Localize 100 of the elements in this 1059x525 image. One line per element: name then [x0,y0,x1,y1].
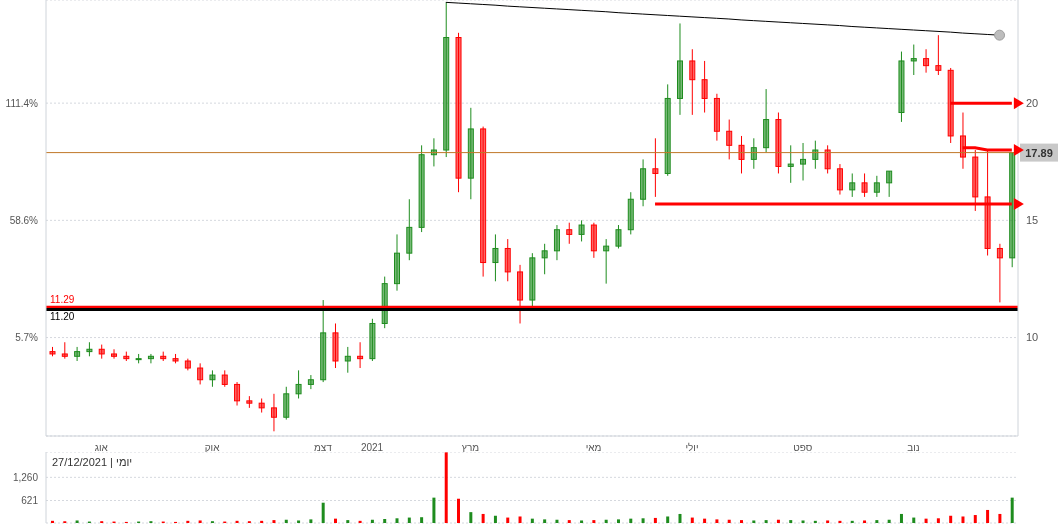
x-tick-label: 2021 [360,442,384,454]
bar [346,520,350,523]
candlestick [726,119,733,160]
bar [604,519,608,523]
bar [272,520,276,523]
x-tick-label: מרץ [461,442,480,454]
bar [506,517,510,523]
candlestick [775,112,782,174]
bar [875,520,879,523]
candlestick [1009,152,1016,268]
candlestick [394,233,401,292]
bar [998,513,1002,523]
bar [899,513,903,523]
candlestick [504,238,511,282]
bar [284,519,288,523]
candlestick [406,198,413,261]
annotation: 27/12/2021 | יומי [52,456,133,468]
bar [543,519,547,523]
candlestick [578,219,585,242]
bar [321,502,325,523]
y-tick-label: 20 [1026,97,1039,110]
candlestick [49,346,56,357]
bar [924,518,928,523]
y-tick-label: 10 [1026,331,1039,344]
candlestick [763,88,770,153]
bar [530,518,534,523]
bar [703,518,707,523]
candlestick [184,358,191,371]
candlestick [344,346,351,374]
candlestick [320,299,327,383]
candlestick [824,144,831,174]
candlestick [480,126,487,278]
ref-line-label: 11.20 [50,311,75,323]
candlestick [923,48,930,74]
bar [383,519,387,523]
bar [887,519,891,523]
x-tick-label: אוק [204,442,221,454]
x-tick-label: מאי [585,442,602,454]
candlestick [492,233,499,282]
candlestick [886,170,893,198]
candlestick [787,144,794,184]
candlestick [418,144,425,233]
candlestick [209,369,216,388]
bar [420,517,424,523]
candlestick [270,393,277,432]
bar [752,520,756,523]
bar [801,520,805,523]
candlestick [910,44,917,76]
candlestick [135,353,142,364]
candlestick [467,107,474,200]
candlestick [603,238,610,285]
bar [936,518,940,523]
candlestick [430,137,437,167]
bar [555,519,559,523]
bar [690,517,694,523]
candlestick [443,1,450,158]
bar [973,515,977,523]
y-tick-label: 15 [1026,214,1039,227]
bar [715,519,719,523]
candlestick [935,34,942,76]
bar [580,520,584,523]
candlestick [873,175,880,198]
candlestick [652,137,659,198]
candlestick [676,22,683,116]
candlestick [283,386,290,421]
y2-tick-label: 111.4% [5,97,39,109]
candlestick [98,344,105,360]
candlestick [738,135,745,174]
x-tick-label: דצמ [313,442,333,454]
candlestick [86,341,93,357]
candlestick [689,48,696,116]
bar [727,519,731,523]
bar [444,452,448,523]
bar [616,519,620,523]
bar [776,519,780,523]
candlestick [529,252,536,308]
bar [432,497,436,523]
bar [629,518,633,523]
x-tick-label: ספט [793,442,813,454]
x-tick-label: יולי [685,442,699,454]
candlestick [332,322,339,369]
candlestick [369,318,376,362]
candlestick [849,172,856,198]
candlestick [713,93,720,142]
candlestick [111,348,118,360]
bar [949,515,953,523]
candlestick [836,163,843,196]
candlestick [615,224,622,249]
bar [518,516,522,523]
x-tick-label: אוג [94,442,109,454]
candlestick [197,362,204,385]
candlestick [898,51,905,123]
candlestick [123,351,130,362]
candlestick [812,140,819,170]
bar [198,520,202,523]
candlestick [541,243,548,275]
bar [592,520,596,523]
candlestick [357,341,364,369]
candlestick [566,222,573,245]
bar [653,517,657,523]
